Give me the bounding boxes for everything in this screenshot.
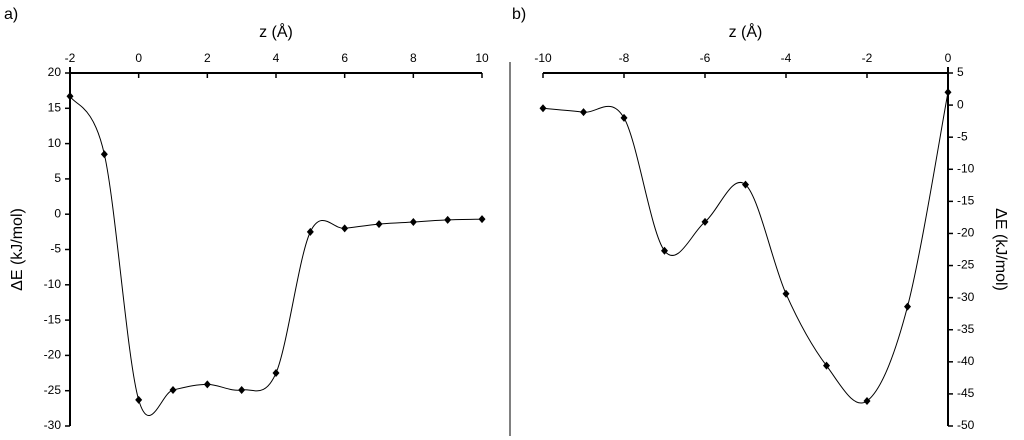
data-point — [169, 385, 177, 394]
y-tick-label: 0 — [957, 97, 964, 111]
x-tick-label: 0 — [135, 51, 142, 65]
y-tick-label: -30 — [957, 290, 975, 304]
y-tick-label: -5 — [957, 129, 968, 143]
data-point — [306, 227, 314, 236]
panel-label: a) — [4, 6, 18, 23]
x-axis-label: z (Å) — [729, 22, 763, 41]
data-point — [620, 113, 628, 122]
y-tick-label: -25 — [957, 258, 975, 272]
y-tick-label: -20 — [957, 226, 975, 240]
y-tick-label: -15 — [44, 312, 62, 326]
x-tick-label: -10 — [534, 51, 552, 65]
x-axis-label: z (Å) — [259, 22, 293, 41]
data-point — [100, 150, 108, 159]
x-tick-label: 6 — [341, 51, 348, 65]
x-tick-label: -8 — [619, 51, 630, 65]
y-tick-label: -35 — [957, 322, 975, 336]
y-tick-label: 0 — [54, 206, 61, 220]
y-tick-label: 10 — [48, 136, 62, 150]
y-tick-label: -50 — [957, 418, 975, 432]
y-tick-label: -40 — [957, 354, 975, 368]
y-axis-label: ΔE (kJ/mol) — [9, 208, 26, 291]
x-tick-label: 10 — [475, 51, 489, 65]
data-line — [69, 96, 483, 417]
y-tick-label: 15 — [48, 100, 62, 114]
x-tick-label: -4 — [781, 51, 792, 65]
y-tick-label: 5 — [957, 65, 964, 79]
data-point — [944, 88, 952, 97]
data-point — [701, 217, 709, 226]
data-point — [203, 380, 211, 389]
data-point — [238, 385, 246, 394]
data-point — [375, 220, 383, 229]
y-tick-label: -5 — [50, 242, 61, 256]
x-tick-label: -6 — [700, 51, 711, 65]
data-point — [272, 369, 280, 378]
y-tick-label: -10 — [44, 277, 62, 291]
x-tick-label: 0 — [945, 51, 952, 65]
x-tick-label: -2 — [65, 51, 76, 65]
data-point — [823, 361, 830, 370]
data-point — [409, 217, 417, 226]
x-tick-label: 2 — [204, 51, 211, 65]
data-point — [135, 395, 143, 404]
y-axis-label: ΔE (kJ/mol) — [992, 208, 1009, 291]
y-tick-label: -45 — [957, 386, 975, 400]
data-point — [539, 104, 547, 113]
x-tick-label: -2 — [862, 51, 873, 65]
data-point — [341, 224, 349, 233]
y-tick-label: -25 — [44, 383, 62, 397]
data-line — [542, 92, 949, 404]
y-tick-label: 5 — [54, 171, 61, 185]
y-tick-label: -15 — [957, 194, 975, 208]
x-tick-label: 4 — [273, 51, 280, 65]
y-tick-label: -20 — [44, 348, 62, 362]
data-point — [444, 215, 452, 224]
x-tick-label: 8 — [410, 51, 417, 65]
data-point — [580, 108, 587, 117]
panel-label: b) — [512, 6, 526, 23]
data-point — [742, 180, 749, 189]
y-tick-label: 20 — [48, 65, 62, 79]
data-point — [661, 246, 668, 255]
data-point — [478, 215, 486, 224]
data-point — [66, 92, 74, 101]
y-tick-label: -30 — [44, 418, 62, 432]
data-point — [863, 396, 871, 405]
y-tick-label: -10 — [957, 161, 975, 175]
data-point — [782, 289, 790, 298]
data-point — [904, 302, 911, 311]
